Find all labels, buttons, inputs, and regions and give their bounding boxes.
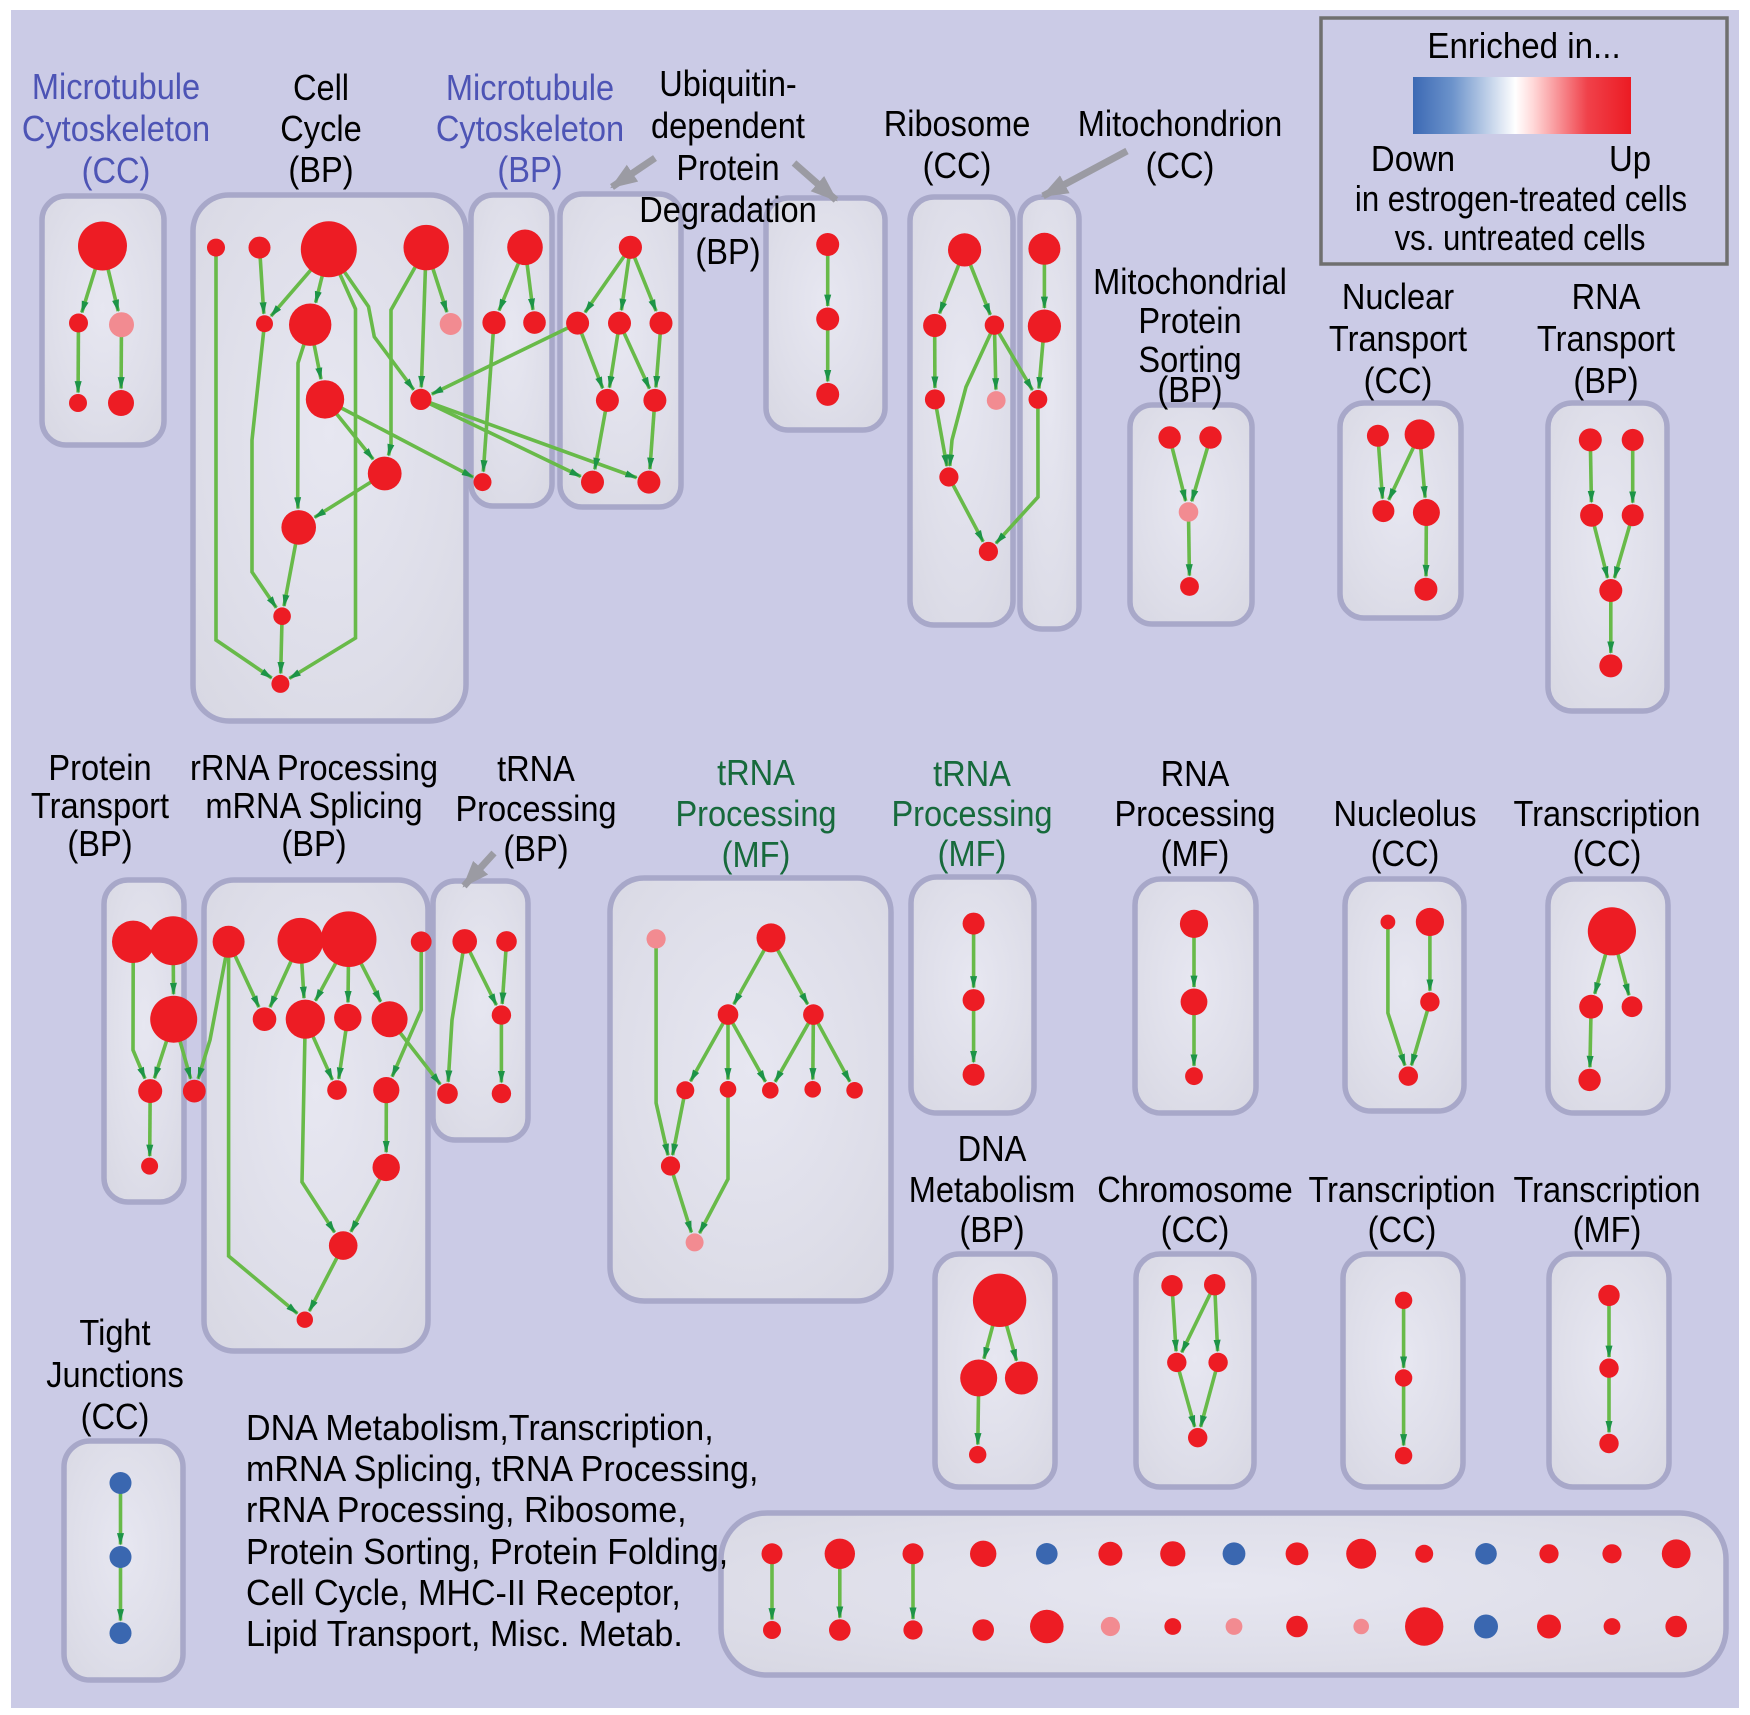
svg-text:tRNA: tRNA	[717, 753, 795, 793]
svg-text:(BP): (BP)	[497, 150, 562, 190]
svg-text:rRNA Processing, Ribosome,: rRNA Processing, Ribosome,	[246, 1490, 687, 1530]
svg-text:Cytoskeleton: Cytoskeleton	[436, 109, 624, 149]
svg-text:(BP): (BP)	[1157, 370, 1222, 410]
svg-text:(BP): (BP)	[959, 1210, 1024, 1250]
svg-text:Mitochondrion: Mitochondrion	[1078, 104, 1283, 144]
svg-text:(MF): (MF)	[1161, 834, 1230, 874]
svg-text:Nucleolus: Nucleolus	[1333, 794, 1476, 834]
svg-text:Transcription: Transcription	[1513, 1170, 1700, 1210]
svg-text:(MF): (MF)	[938, 834, 1007, 874]
svg-text:(BP): (BP)	[503, 829, 568, 869]
svg-text:Transport: Transport	[31, 786, 170, 826]
svg-text:(CC): (CC)	[1371, 834, 1440, 874]
svg-text:tRNA: tRNA	[497, 749, 575, 789]
svg-text:Sorting: Sorting	[1138, 340, 1241, 380]
svg-text:dependent: dependent	[651, 106, 805, 146]
svg-text:Processing: Processing	[675, 794, 836, 834]
svg-text:Ubiquitin-: Ubiquitin-	[659, 64, 797, 104]
svg-text:Cell: Cell	[293, 68, 349, 108]
svg-text:Tight: Tight	[79, 1313, 151, 1353]
svg-text:Protein: Protein	[676, 148, 779, 188]
svg-text:DNA Metabolism,Transcription,: DNA Metabolism,Transcription,	[246, 1408, 714, 1448]
svg-text:in estrogen-treated cells: in estrogen-treated cells	[1355, 179, 1687, 220]
svg-text:Down: Down	[1371, 140, 1455, 180]
svg-text:Ribosome: Ribosome	[884, 104, 1031, 144]
svg-text:Processing: Processing	[455, 789, 616, 829]
svg-text:Chromosome: Chromosome	[1097, 1170, 1292, 1210]
svg-text:rRNA Processing: rRNA Processing	[190, 748, 438, 788]
svg-text:(BP): (BP)	[281, 824, 346, 864]
svg-text:(BP): (BP)	[1573, 361, 1638, 401]
svg-text:(CC): (CC)	[81, 1397, 150, 1437]
svg-text:Microtubule: Microtubule	[446, 68, 614, 108]
svg-text:(CC): (CC)	[1573, 834, 1642, 874]
svg-text:(BP): (BP)	[288, 150, 353, 190]
svg-text:(CC): (CC)	[1364, 361, 1433, 401]
svg-text:Degradation: Degradation	[639, 190, 816, 230]
svg-text:Junctions: Junctions	[46, 1355, 184, 1395]
svg-text:Processing: Processing	[1114, 794, 1275, 834]
svg-text:DNA: DNA	[958, 1129, 1027, 1169]
svg-text:Mitochondrial: Mitochondrial	[1093, 262, 1287, 302]
svg-text:mRNA Splicing: mRNA Splicing	[205, 786, 422, 826]
svg-text:Microtubule: Microtubule	[32, 67, 200, 107]
svg-text:RNA: RNA	[1161, 754, 1230, 794]
svg-text:Protein: Protein	[48, 748, 151, 788]
svg-text:tRNA: tRNA	[933, 754, 1011, 794]
svg-text:(BP): (BP)	[695, 232, 760, 272]
svg-text:Nuclear: Nuclear	[1342, 277, 1454, 317]
svg-text:Up: Up	[1609, 140, 1651, 180]
svg-text:(CC): (CC)	[82, 151, 151, 191]
svg-text:Transcription: Transcription	[1308, 1170, 1495, 1210]
svg-text:Transport: Transport	[1329, 319, 1468, 359]
svg-text:Cell Cycle, MHC-II Receptor,: Cell Cycle, MHC-II Receptor,	[246, 1573, 681, 1613]
svg-text:Protein: Protein	[1138, 301, 1241, 341]
svg-text:Transport: Transport	[1537, 319, 1676, 359]
svg-text:RNA: RNA	[1572, 277, 1641, 317]
svg-text:(MF): (MF)	[722, 835, 791, 875]
svg-text:mRNA Splicing, tRNA Processing: mRNA Splicing, tRNA Processing,	[246, 1449, 758, 1489]
svg-text:vs. untreated cells: vs. untreated cells	[1395, 218, 1646, 259]
svg-text:Lipid Transport, Misc. Metab.: Lipid Transport, Misc. Metab.	[246, 1614, 683, 1654]
svg-text:(CC): (CC)	[1368, 1210, 1437, 1250]
svg-text:(BP): (BP)	[67, 824, 132, 864]
svg-text:Protein Sorting, Protein Foldi: Protein Sorting, Protein Folding,	[246, 1532, 728, 1572]
svg-text:(CC): (CC)	[1146, 146, 1215, 186]
svg-text:(CC): (CC)	[1161, 1210, 1230, 1250]
svg-text:Cytoskeleton: Cytoskeleton	[22, 109, 210, 149]
svg-text:Processing: Processing	[891, 794, 1052, 834]
svg-text:(MF): (MF)	[1573, 1210, 1642, 1250]
svg-text:Transcription: Transcription	[1513, 794, 1700, 834]
svg-text:Metabolism: Metabolism	[909, 1170, 1076, 1210]
svg-text:Enriched in...: Enriched in...	[1427, 27, 1620, 67]
svg-text:Cycle: Cycle	[280, 109, 361, 149]
svg-text:(CC): (CC)	[923, 146, 992, 186]
